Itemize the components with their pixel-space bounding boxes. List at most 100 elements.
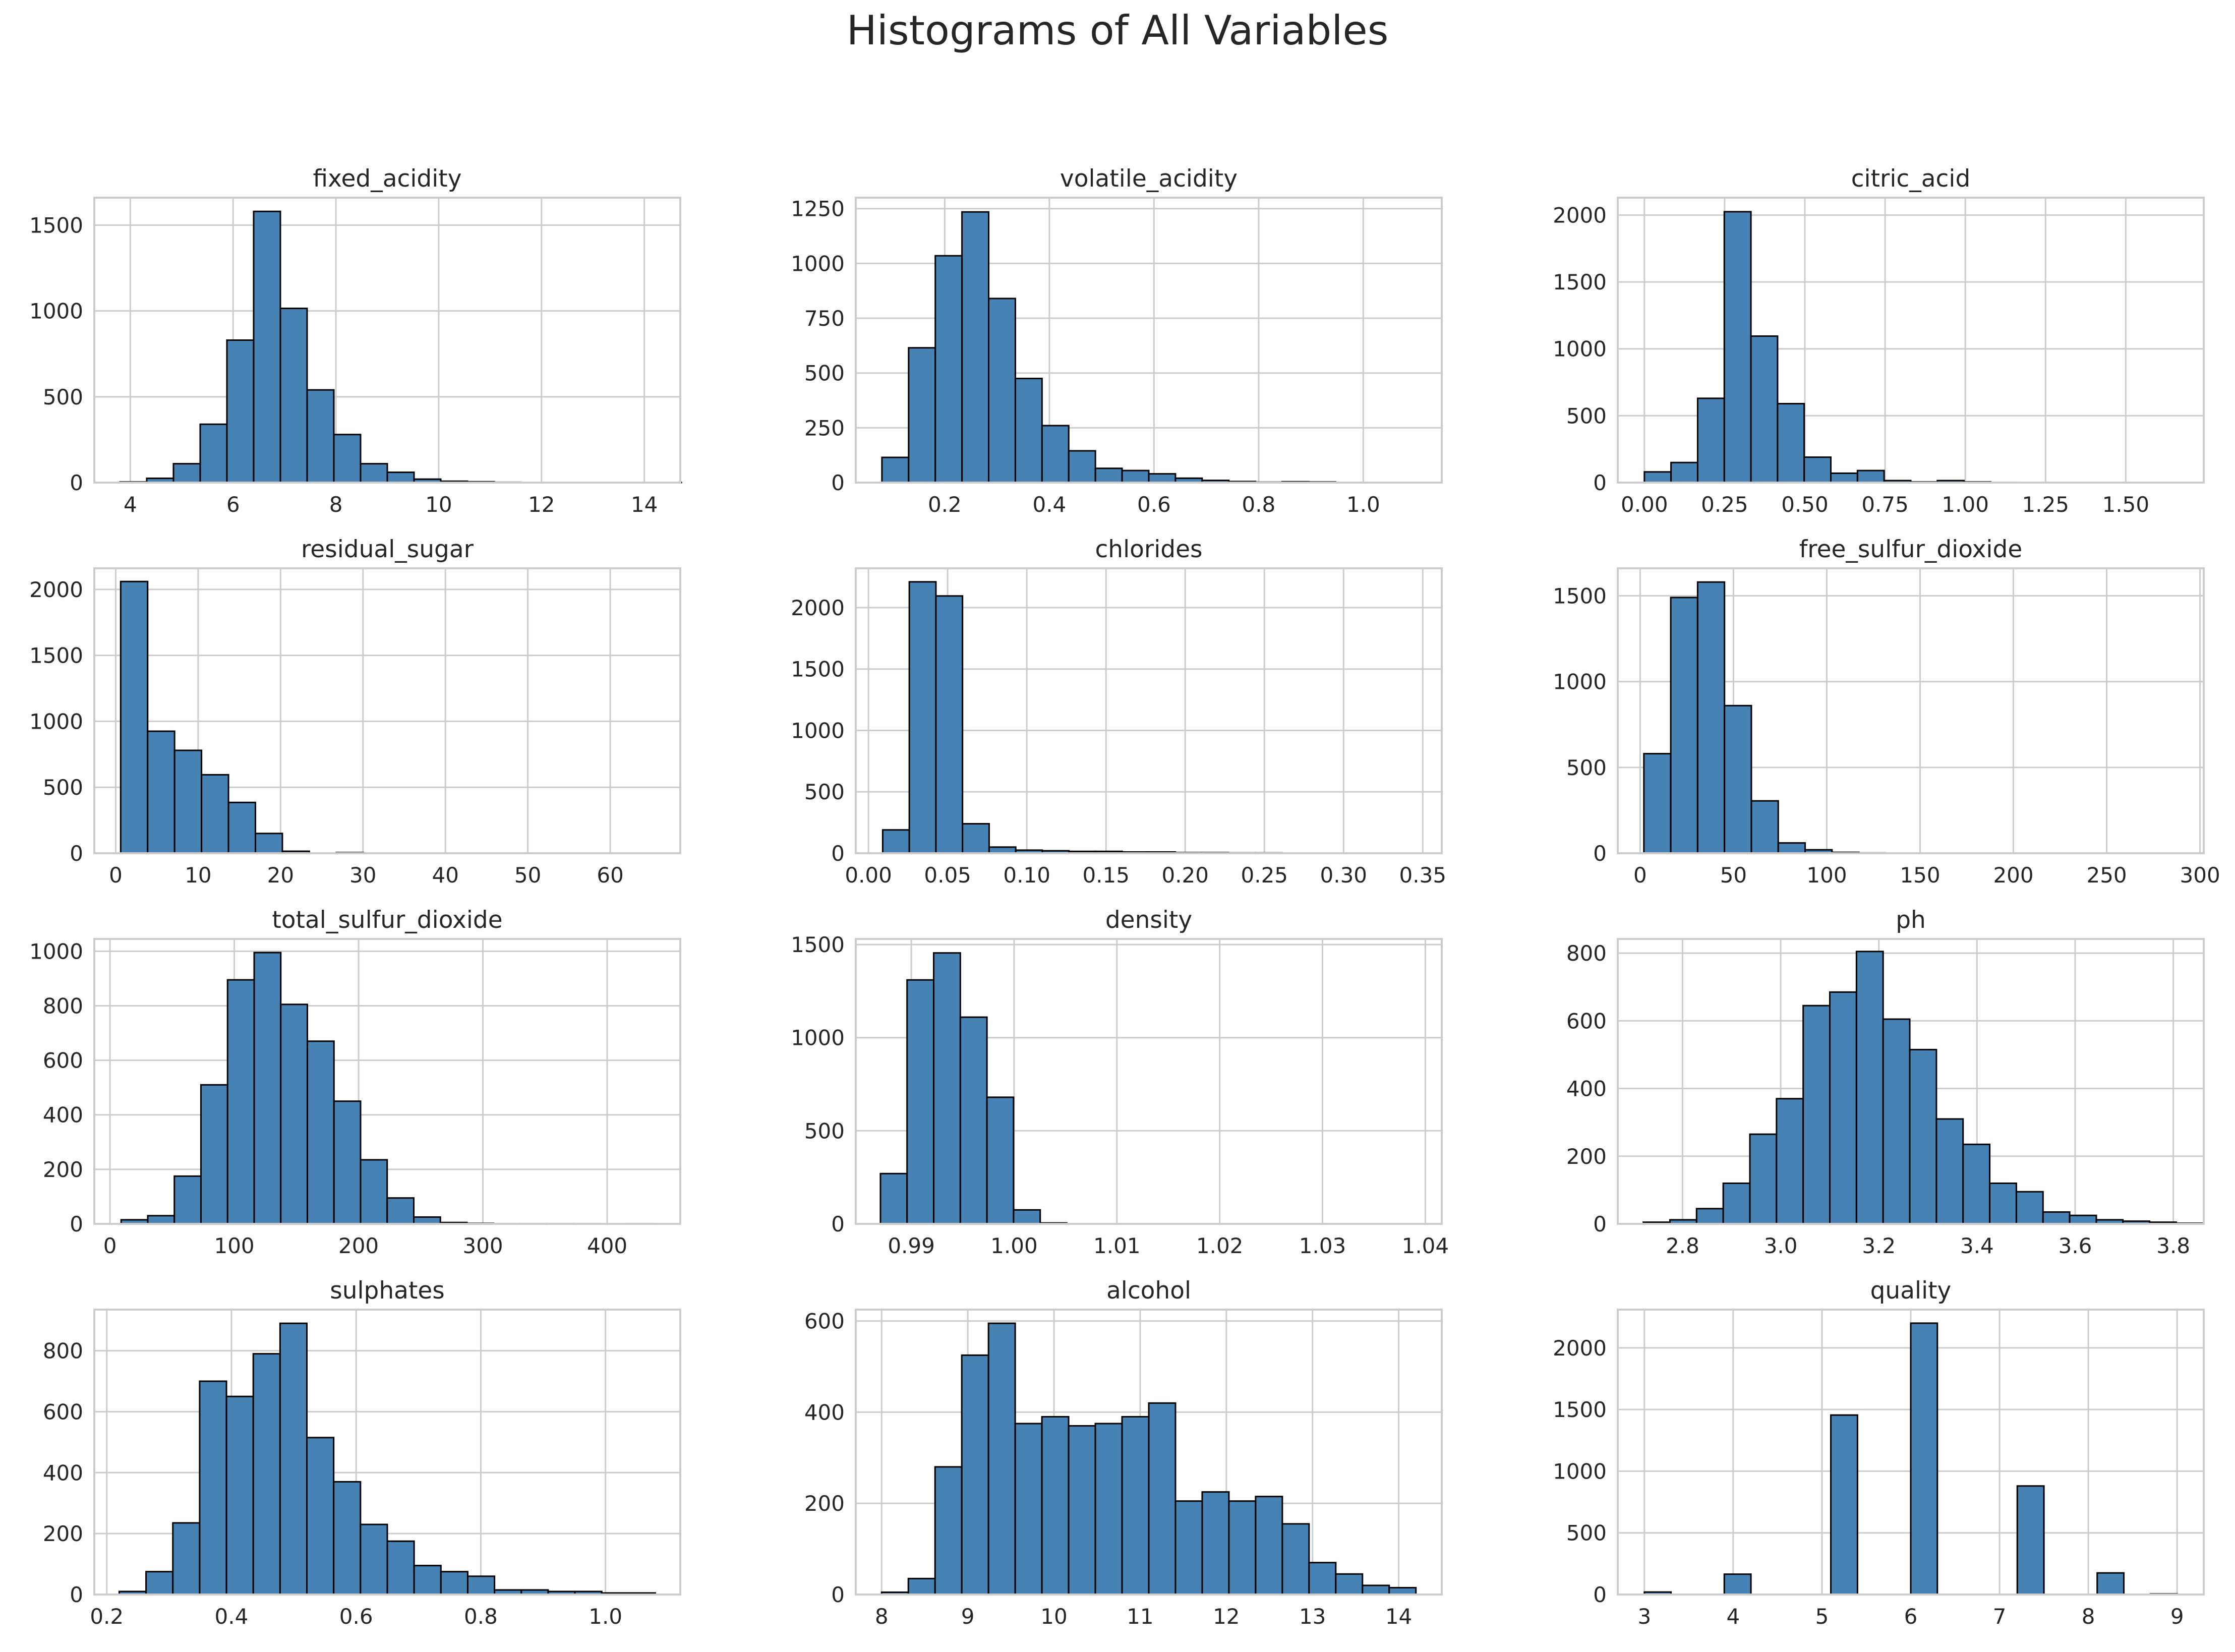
y-tick-label: 1500 xyxy=(1553,583,1607,608)
subplot-ph: 2.8 3.0 3.2 3.4 3.6 3.8 0 200 400 600 800 ph xyxy=(1566,906,2205,1258)
histogram-bar xyxy=(2069,1214,2097,1225)
subplot-free_sulfur_dioxide: 0 50 100 150 200 250 300 0 500 1000 1500 free_sulfu… xyxy=(1553,536,2220,888)
subplot-title: volatile_acidity xyxy=(1060,165,1238,193)
x-tick-label: 4 xyxy=(124,492,137,517)
histogram-bar xyxy=(881,456,910,484)
histogram-bar xyxy=(1121,1415,1150,1596)
x-tick-label: 0.10 xyxy=(1003,863,1050,888)
x-tick-label: 1.02 xyxy=(1196,1233,1244,1258)
x-tick-label: 0.4 xyxy=(1032,492,1066,517)
x-tick-label: 13 xyxy=(1299,1604,1326,1629)
histogram-bar xyxy=(120,580,149,854)
subplot-citric_acid: 0.00 0.25 0.50 0.75 1.00 1.25 1.50 0 500 1000 1500… xyxy=(1553,165,2205,517)
histogram-bar xyxy=(279,1322,308,1596)
y-tick-label: 500 xyxy=(804,361,845,386)
x-tick-label: 10 xyxy=(185,863,211,888)
histogram-bar xyxy=(1201,1491,1230,1596)
histogram-bar xyxy=(466,1575,496,1596)
x-tick-label: 200 xyxy=(338,1233,379,1258)
histogram-bar xyxy=(1696,581,1726,854)
histogram-bar xyxy=(360,1159,388,1225)
histogram-bar xyxy=(1094,467,1123,484)
y-tick-label: 1000 xyxy=(1553,337,1607,362)
histogram-bar xyxy=(1068,450,1096,484)
y-tick-label: 1250 xyxy=(791,197,845,221)
y-tick-label: 1500 xyxy=(791,657,845,682)
histogram-bar xyxy=(1777,842,1806,854)
histogram-bar xyxy=(1148,473,1177,484)
x-tick-label: 1.04 xyxy=(1402,1233,1449,1258)
x-tick-label: 0.50 xyxy=(1781,492,1829,517)
histogram-bar xyxy=(1882,1018,1911,1225)
histogram-bar xyxy=(988,298,1016,484)
x-tick-label: 0.25 xyxy=(1241,863,1288,888)
subplot-title: chlorides xyxy=(1095,536,1202,563)
x-tick-label: 0.30 xyxy=(1320,863,1368,888)
x-tick-label: 6 xyxy=(1904,1604,1918,1629)
histogram-bar xyxy=(1094,1423,1123,1596)
y-tick-label: 1500 xyxy=(791,932,845,957)
histogram-bar xyxy=(961,211,990,484)
histogram-bar xyxy=(1830,1414,1858,1596)
histogram-bar xyxy=(1174,1500,1203,1596)
y-tick-label: 400 xyxy=(43,1460,83,1485)
histogram-bar xyxy=(386,471,415,484)
x-tick-label: 1.25 xyxy=(2022,492,2070,517)
x-tick-label: 0.2 xyxy=(928,492,962,517)
y-tick-label: 1000 xyxy=(29,299,83,324)
axes-frame xyxy=(855,938,1443,1225)
histogram-bar xyxy=(961,1354,989,1596)
axes-frame xyxy=(1617,938,2205,1225)
subplot-chlorides: 0.00 0.05 0.10 0.15 0.20 0.25 0.30 0.35 0 500 1000… xyxy=(791,536,1446,888)
histogram-bar xyxy=(225,1395,254,1596)
x-tick-label: 0 xyxy=(103,1233,117,1258)
histogram-bar xyxy=(200,1084,228,1225)
histogram-bar xyxy=(879,1172,908,1225)
x-tick-label: 300 xyxy=(462,1233,503,1258)
histogram-bar xyxy=(1696,397,1725,484)
histogram-bar xyxy=(1989,1182,2017,1225)
x-tick-label: 9 xyxy=(961,1604,975,1629)
histogram-bar xyxy=(1777,402,1805,484)
axes-frame xyxy=(93,938,681,1225)
histogram-bar xyxy=(1041,425,1070,484)
y-tick-label: 250 xyxy=(804,416,845,440)
axes-frame xyxy=(93,567,681,854)
x-tick-label: 0.00 xyxy=(1621,492,1668,517)
y-tick-label: 500 xyxy=(804,780,845,804)
histogram-bar xyxy=(881,829,910,854)
subplot-fixed_acidity: 4 6 8 10 12 14 0 500 1000 1500 fixed_acidity xyxy=(29,165,682,517)
y-tick-label: 0 xyxy=(831,470,845,495)
x-tick-label: 5 xyxy=(1815,1604,1829,1629)
histogram-bar xyxy=(1909,1048,1937,1225)
histogram-bar xyxy=(1962,1143,1991,1225)
y-tick-label: 1500 xyxy=(1553,1397,1607,1422)
x-tick-label: 3.0 xyxy=(1764,1233,1798,1258)
x-tick-label: 0.8 xyxy=(464,1604,498,1629)
y-tick-label: 2000 xyxy=(29,577,83,602)
histogram-bar xyxy=(252,1353,281,1596)
axes-frame xyxy=(1617,1309,2205,1596)
histogram-bar xyxy=(333,1481,362,1596)
x-tick-label: 1.50 xyxy=(2102,492,2150,517)
histogram-bar xyxy=(1724,704,1752,854)
y-tick-label: 0 xyxy=(1593,841,1607,866)
histogram-bar xyxy=(1829,991,1857,1225)
y-tick-label: 200 xyxy=(43,1157,83,1182)
histogram-bar xyxy=(1014,378,1043,484)
histogram-bar xyxy=(1013,1209,1041,1225)
y-tick-label: 750 xyxy=(804,306,845,331)
x-tick-label: 0.75 xyxy=(1861,492,1909,517)
histogram-bar xyxy=(2015,1191,2044,1225)
histogram-bar xyxy=(1014,1423,1043,1596)
histogram-bar xyxy=(1068,1425,1096,1596)
x-tick-label: 50 xyxy=(514,863,541,888)
histogram-bar xyxy=(2096,1572,2125,1596)
subplot-title: fixed_acidity xyxy=(313,165,461,193)
histogram-bar xyxy=(1335,1573,1364,1596)
histogram-bar xyxy=(1041,1415,1070,1596)
y-tick-label: 600 xyxy=(804,1309,845,1334)
y-tick-label: 2000 xyxy=(791,596,845,620)
x-tick-label: 400 xyxy=(587,1233,627,1258)
